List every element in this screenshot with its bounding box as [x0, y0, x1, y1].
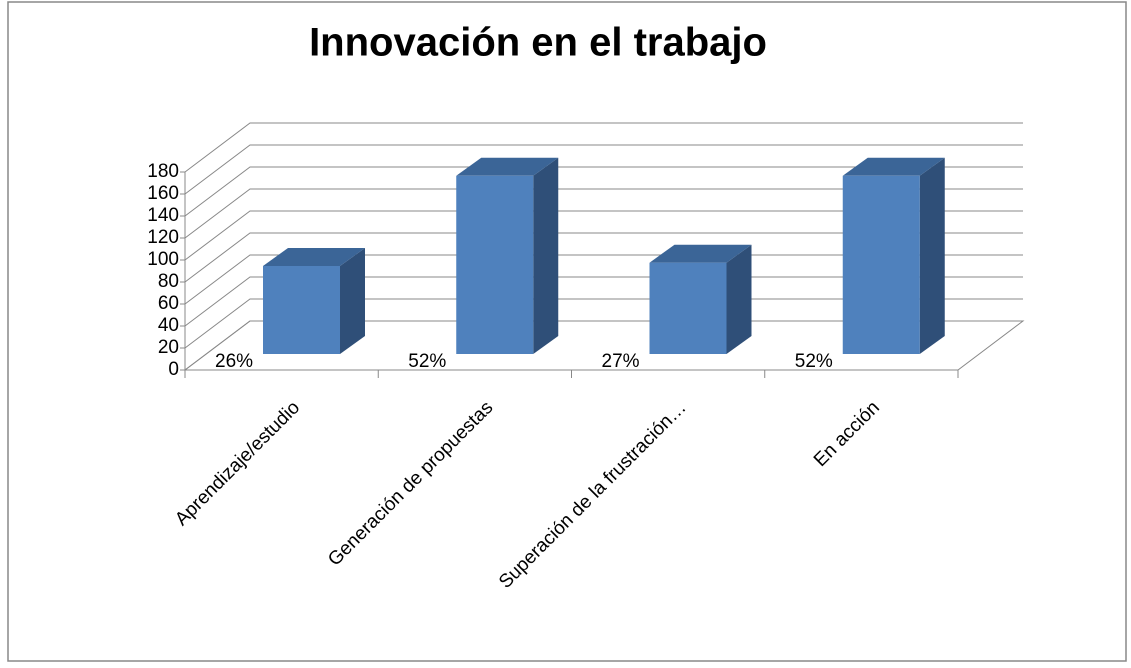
- y-tick-label: 20: [158, 337, 179, 358]
- y-tick-label: 120: [147, 227, 179, 248]
- grid-line: [184, 166, 1023, 217]
- data-label: 26%: [215, 351, 253, 372]
- data-label: 52%: [408, 351, 446, 372]
- bar-side: [919, 157, 945, 354]
- bar-side: [340, 248, 365, 354]
- bar: [649, 262, 727, 354]
- grid-line: [184, 232, 1023, 283]
- bar-top: [649, 244, 752, 263]
- y-tick-label: 80: [158, 271, 179, 292]
- grid-line: [184, 210, 1023, 261]
- bar: [456, 175, 534, 354]
- grid-line: [184, 122, 1023, 173]
- bar-side: [533, 157, 559, 354]
- y-tick-label: 180: [147, 161, 179, 182]
- bar-top: [263, 248, 365, 266]
- grid-line: [184, 188, 1023, 239]
- y-tick-label: 0: [168, 359, 179, 380]
- bar: [263, 266, 340, 354]
- bar-top: [456, 157, 559, 176]
- bar: [842, 175, 920, 354]
- chart-title: Innovación en el trabajo: [309, 21, 767, 65]
- bar-side: [726, 244, 752, 354]
- y-tick-label: 160: [147, 183, 179, 204]
- data-label: 52%: [795, 351, 833, 372]
- y-tick-label: 140: [147, 205, 179, 226]
- y-tick-label: 100: [147, 249, 179, 270]
- y-tick-label: 40: [158, 315, 179, 336]
- bar-top: [842, 157, 945, 176]
- y-tick-label: 60: [158, 293, 179, 314]
- grid-line: [184, 298, 1023, 349]
- grid-line: [184, 254, 1023, 305]
- grid-line: [184, 144, 1023, 195]
- grid-line: [184, 276, 1023, 327]
- grid-line: [184, 320, 1023, 371]
- data-label: 27%: [602, 351, 640, 372]
